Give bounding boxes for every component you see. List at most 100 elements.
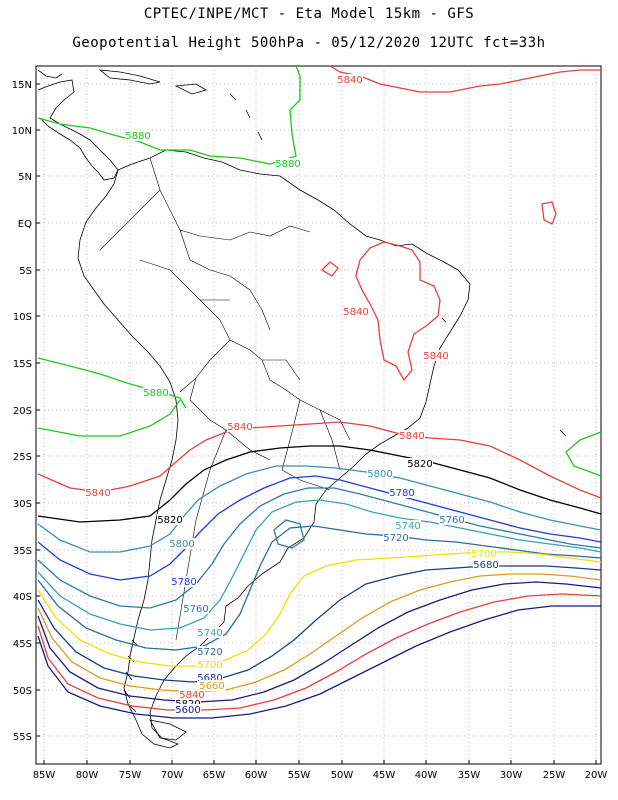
contour-label-bg [423, 350, 449, 361]
axis-ticks: 15N 10N 5N EQ 5S 10S 15S 20S 25S 30S 35S 40S 45S 50S 5… [12, 80, 608, 781]
contour-5740 [37, 499, 602, 631]
lat-tick-label: 5S [19, 266, 32, 277]
contour-label: 5800 [169, 539, 194, 550]
contour-label: 5700 [471, 549, 496, 560]
contour-5800 [37, 465, 602, 553]
contour-label-bg [275, 158, 301, 169]
lat-tick-label: 30S [13, 499, 32, 510]
contour-label-bg [199, 680, 225, 691]
lon-tick-label: 45W [373, 770, 396, 781]
contour-5880-sw [37, 399, 181, 437]
contour-label-bg [389, 487, 415, 498]
lon-tick-label: 20W [585, 770, 608, 781]
contour-5840-brazil [355, 241, 441, 382]
tierra-del-fuego [149, 719, 187, 741]
hispaniola-island [174, 83, 207, 95]
lat-tick-label: 25S [13, 452, 32, 463]
country-borders [99, 157, 351, 641]
contour-label: 5800 [367, 469, 392, 480]
contour-label: 5720 [197, 647, 222, 658]
contour-label-bg [175, 704, 201, 715]
contour-label-bg [125, 130, 151, 141]
lat-tick-label: 5N [18, 172, 32, 183]
contour-5840-island [541, 201, 557, 225]
contour-label-bg [157, 514, 183, 525]
contour-label: 5840 [337, 75, 362, 86]
contour-5760 [37, 487, 602, 609]
lat-tick-label: 45S [13, 639, 32, 650]
lat-tick-label: 40S [13, 592, 32, 603]
contour-label: 5840 [399, 431, 424, 442]
contour-label-bg [399, 430, 425, 441]
contour-label-bg [473, 559, 499, 570]
lat-tick-label: 35S [13, 546, 32, 557]
lon-tick-label: 55W [288, 770, 311, 781]
contour-label: 5600 [175, 705, 200, 716]
cuba-island [98, 69, 161, 85]
lat-tick-label: 55S [13, 732, 32, 743]
contour-label: 5700 [197, 660, 222, 671]
contour-5600 [37, 605, 601, 719]
lat-tick-label: 10N [12, 126, 32, 137]
contour-label-bg [175, 698, 201, 709]
contour-label: 5880 [143, 388, 168, 399]
contour-label: 5840 [423, 351, 448, 362]
contour-label-bg [395, 520, 421, 531]
contour-label: 5760 [183, 604, 208, 615]
contour-label: 5680 [197, 673, 222, 684]
map-title-line1: CPTEC/INPE/MCT - Eta Model 15km - GFS [143, 6, 475, 22]
contour-label-bg [197, 627, 223, 638]
lon-tick-label: 70W [161, 770, 184, 781]
contour-label-bg [85, 487, 111, 498]
map-title-line2: Geopotential Height 500hPa - 05/12/2020 … [72, 35, 546, 51]
central-america-coast [37, 79, 119, 181]
low-center-contour [273, 519, 305, 549]
contour-label-bg [179, 689, 205, 700]
lon-tick-label: 65W [203, 770, 226, 781]
lat-tick-label: 10S [13, 312, 32, 323]
contour-5840-main [37, 421, 602, 499]
contour-5640 [37, 581, 602, 703]
contour-5780 [37, 475, 602, 581]
atlantic-islands [441, 317, 567, 437]
contour-label: 5720 [383, 533, 408, 544]
contour-label: 5880 [275, 159, 300, 170]
mexico-coast [37, 69, 63, 79]
lon-tick-label: 80W [76, 770, 99, 781]
contour-label-bg [171, 576, 197, 587]
lon-tick-label: 40W [415, 770, 438, 781]
contour-label-bg [143, 387, 169, 398]
contour-5620 [37, 593, 602, 711]
caribbean-islands [229, 93, 263, 141]
lon-tick-label: 35W [458, 770, 481, 781]
lat-tick-label: 15N [12, 80, 32, 91]
contour-5720 [37, 525, 602, 651]
lat-tick-label: 20S [13, 406, 32, 417]
lon-tick-label: 75W [119, 770, 142, 781]
contour-label-bg [407, 458, 433, 469]
contour-label: 5820 [157, 515, 182, 526]
lon-tick-label: 60W [245, 770, 268, 781]
map-frame [35, 65, 602, 765]
contour-5820 [37, 445, 602, 523]
contour-label: 5840 [179, 690, 204, 701]
contour-label: 5660 [199, 681, 224, 692]
lat-tick-label: 15S [13, 359, 32, 370]
lon-tick-label: 85W [33, 770, 56, 781]
contour-label-bg [343, 306, 369, 317]
contour-5880-west [37, 357, 187, 409]
contour-label: 5840 [343, 307, 368, 318]
lat-tick-label: EQ [18, 219, 32, 230]
contour-label: 5780 [171, 577, 196, 588]
lat-tick-label: 50S [13, 686, 32, 697]
lon-tick-label: 25W [543, 770, 566, 781]
contour-label-bg [183, 603, 209, 614]
contour-5880-north [37, 65, 301, 165]
contour-label: 5840 [85, 488, 110, 499]
contour-label-bg [197, 672, 223, 683]
contour-label: 5680 [473, 560, 498, 571]
contour-label-bg [227, 421, 253, 432]
contour-label-bg [337, 74, 363, 85]
graticule [36, 66, 601, 764]
